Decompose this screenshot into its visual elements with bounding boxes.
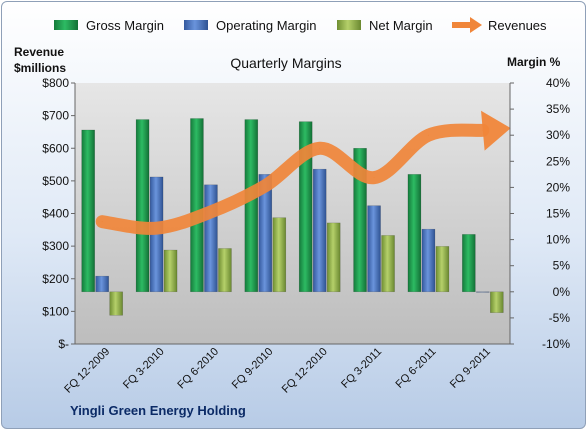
- x-tick-label: FQ 9-2011: [448, 346, 493, 391]
- legend-label-operating-margin: Operating Margin: [216, 18, 316, 33]
- revenue-layer: [95, 110, 511, 235]
- left-tick-label: $-: [58, 337, 69, 351]
- bar-net-margin: [272, 217, 287, 293]
- bar-operating-margin: [312, 168, 327, 293]
- revenue-line: [95, 123, 490, 235]
- right-tick-label: 35%: [546, 102, 570, 116]
- left-axis-label-line1: Revenue: [14, 45, 64, 59]
- bar-gross-margin: [190, 118, 204, 293]
- bar-net-margin: [218, 248, 232, 293]
- x-axis: FQ 12-2009 FQ 3-2010 FQ 6-2010 FQ 9-2010 FQ …: [62, 346, 493, 396]
- bar-operating-margin: [476, 291, 490, 293]
- revenue-arrowhead: [481, 110, 511, 151]
- x-tick-label: FQ 6-2010: [175, 346, 221, 392]
- bar-gross-margin: [407, 174, 422, 293]
- right-tick-label: 30%: [546, 128, 570, 142]
- legend-label-net-margin: Net Margin: [369, 18, 433, 33]
- right-tick-label: 10%: [546, 233, 570, 247]
- bar-net-margin: [435, 246, 450, 293]
- bar-net-margin: [381, 235, 395, 293]
- bar-net-margin: [163, 249, 178, 293]
- left-axis-label-line2: $millions: [14, 61, 66, 75]
- revenue-point: [482, 129, 484, 131]
- right-axis-label: Margin %: [507, 55, 561, 69]
- legend-swatch-gross-margin: [54, 20, 78, 30]
- bar-gross-margin: [462, 234, 476, 293]
- x-tick-label: FQ 9-2010: [230, 346, 276, 392]
- left-axis: $- $100 $200 $300 $400 $500 $600 $700 $800: [42, 76, 76, 351]
- bar-operating-margin: [367, 205, 381, 293]
- left-tick-label: $500: [42, 174, 69, 188]
- right-tick-label: 25%: [546, 154, 570, 168]
- bar-net-margin: [490, 291, 504, 313]
- legend-label-revenues: Revenues: [488, 18, 547, 33]
- chart-title: Quarterly Margins: [230, 55, 341, 71]
- x-tick-label: FQ 12-2009: [62, 346, 112, 396]
- left-tick-label: $600: [42, 141, 69, 155]
- revenue-point: [210, 211, 212, 213]
- bar-operating-margin: [421, 228, 436, 293]
- bar-gross-margin: [135, 119, 150, 293]
- legend-swatch-operating-margin: [184, 20, 208, 30]
- left-tick-label: $700: [42, 109, 69, 123]
- bar-gross-margin: [81, 129, 95, 293]
- right-tick-label: -10%: [542, 337, 570, 351]
- bar-gross-margin: [353, 148, 367, 293]
- legend-arrowhead-revenues: [470, 17, 482, 33]
- bar-operating-margin: [258, 174, 273, 293]
- revenue-point: [427, 134, 429, 136]
- revenue-point: [319, 147, 321, 149]
- legend: Gross Margin Operating Margin Net Margin…: [54, 17, 547, 33]
- right-axis: -10% -5% 0% 5% 10% 15% 20% 25% 30% 35% 40%: [509, 76, 571, 351]
- revenue-point: [373, 177, 375, 179]
- x-tick-label: FQ 3-2011: [339, 346, 384, 391]
- left-tick-label: $100: [42, 304, 69, 318]
- left-tick-label: $800: [42, 76, 69, 90]
- bar-net-margin: [326, 222, 341, 293]
- right-tick-label: 15%: [546, 207, 570, 221]
- company-name: Yingli Green Energy Holding: [70, 403, 246, 418]
- bar-gross-margin: [298, 121, 313, 293]
- right-tick-label: 40%: [546, 76, 570, 90]
- x-tick-label: FQ 12-2010: [280, 346, 330, 396]
- legend-label-gross-margin: Gross Margin: [86, 18, 164, 33]
- revenue-point: [101, 221, 103, 223]
- bar-net-margin: [109, 291, 123, 316]
- x-tick-label: FQ 6-2011: [393, 346, 438, 391]
- right-tick-label: -5%: [549, 311, 571, 325]
- left-tick-label: $200: [42, 272, 69, 286]
- right-tick-label: 5%: [553, 259, 571, 273]
- bar-gross-margin: [244, 119, 259, 293]
- bar-operating-margin: [95, 275, 109, 293]
- left-tick-label: $400: [42, 207, 69, 221]
- left-tick-label: $300: [42, 239, 69, 253]
- revenue-point: [264, 185, 266, 187]
- legend-swatch-net-margin: [337, 20, 361, 30]
- bar-operating-margin: [204, 184, 218, 293]
- right-tick-label: 0%: [553, 285, 571, 299]
- x-tick-label: FQ 3-2010: [121, 346, 167, 392]
- revenue-point: [156, 227, 158, 229]
- right-tick-label: 20%: [546, 180, 570, 194]
